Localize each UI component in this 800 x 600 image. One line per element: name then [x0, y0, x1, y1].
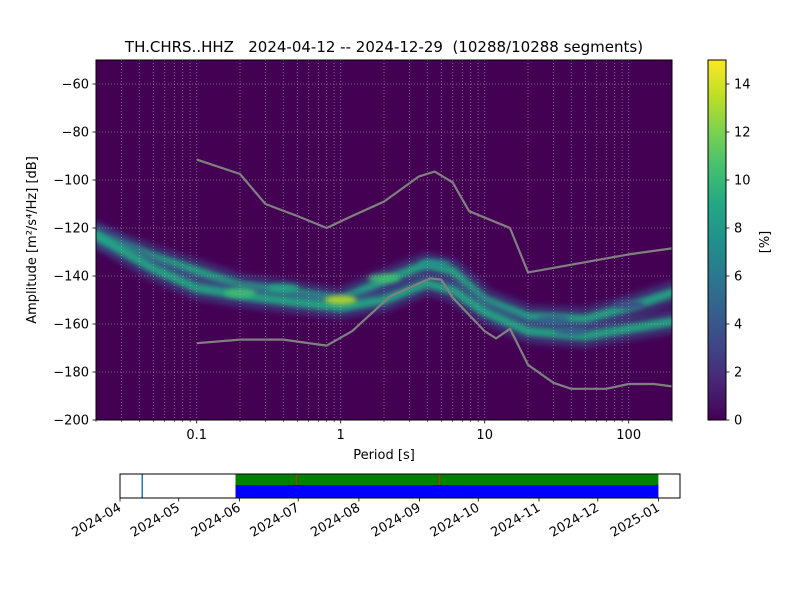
colorbar-tick-label: 2	[734, 366, 742, 381]
timeline-tick-label: 2024-05	[128, 500, 183, 540]
x-tick-label: 10	[476, 428, 493, 443]
heatmap-hot-spot	[418, 259, 451, 269]
colorbar-ticks: 0 2 4 6 8 10 12 14	[726, 78, 751, 429]
timeline-frame	[119, 473, 681, 499]
noise-model-line	[196, 277, 672, 390]
heatmap-layer	[96, 223, 672, 348]
x-tick-label: 1	[337, 428, 345, 443]
x-tick-label: 0.1	[186, 428, 207, 443]
timeline-tick-label: 2024-08	[308, 500, 363, 540]
colorbar-tick-label: 4	[734, 318, 742, 333]
timeline-layer	[141, 474, 659, 498]
colorbar-tick-label: 8	[734, 222, 742, 237]
timeline-tick-label: 2024-10	[428, 500, 483, 540]
y-axis-label: Amplitude [m²/s⁴/Hz] [dB]	[25, 156, 40, 324]
y-tick-label: −180	[53, 366, 89, 381]
y-tick-label: −160	[53, 318, 89, 333]
chart-title: TH.CHRS..HHZ 2024-04-12 -- 2024-12-29 (1…	[124, 38, 643, 56]
heatmap-hot-spot	[224, 288, 256, 298]
timeline-segment-coverage	[235, 485, 659, 498]
timeline-segment	[141, 474, 143, 498]
colorbar-tick-label: 10	[734, 174, 751, 189]
timeline-segment-processed	[235, 474, 659, 485]
series-layer	[196, 158, 672, 390]
colorbar-label: [%]	[758, 231, 773, 254]
heatmap-hot-spot	[555, 326, 588, 336]
heatmap-band	[96, 230, 672, 324]
axis-layer: −60 −80 −100 −120 −140 −160 −180 −200 0.1 1 10 100	[53, 78, 673, 443]
timeline-tick-label: 2024-12	[547, 500, 602, 540]
heatmap-hot-spot	[537, 314, 570, 324]
y-tick-label: −80	[62, 126, 89, 141]
colorbar-tick-label: 14	[734, 78, 751, 93]
y-tick-label: −140	[53, 270, 89, 285]
timeline-tick-label: 2024-06	[189, 500, 244, 540]
grid-layer	[96, 60, 672, 420]
heatmap-hot-spot	[368, 273, 400, 283]
colorbar-tick-label: 6	[734, 270, 742, 285]
timeline-tick-label: 2024-11	[488, 500, 543, 540]
y-tick-label: −120	[53, 222, 89, 237]
heatmap-hot-spot	[612, 300, 645, 310]
timeline-tick-label: 2024-07	[248, 500, 303, 540]
timeline-tick-label: 2025-01	[608, 500, 663, 540]
x-tick-label: 100	[616, 428, 641, 443]
timeline-tick-label: 2024-04	[69, 500, 124, 540]
colorbar-tick-label: 0	[734, 414, 742, 429]
y-tick-label: −60	[62, 78, 89, 93]
x-axis-label: Period [s]	[353, 448, 415, 463]
colorbar-tick-label: 12	[734, 126, 751, 141]
y-tick-label: −100	[53, 174, 89, 189]
colorbar	[707, 59, 727, 421]
timeline-tick-label: 2024-09	[369, 500, 424, 540]
timeline-ticks: 2024-04 2024-05 2024-06 2024-07 2024-08 2024-…	[69, 498, 663, 541]
noise-model-line	[196, 158, 672, 274]
y-tick-label: −200	[53, 414, 89, 429]
